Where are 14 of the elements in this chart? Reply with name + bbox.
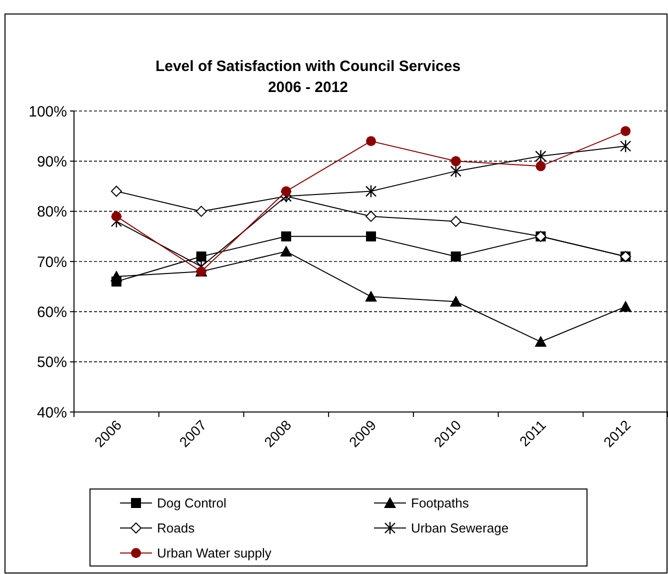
chart-title: Level of Satisfaction with Council Services (155, 58, 461, 75)
y-tick-label: 80% (36, 204, 67, 221)
legend-label: Footpaths (411, 496, 470, 511)
legend-label: Roads (157, 520, 196, 536)
legend-label: Urban Sewerage (411, 520, 509, 536)
y-tick-label: 40% (36, 404, 67, 422)
legend-label: Urban Water supply (157, 546, 272, 561)
chart-subtitle: 2006 - 2012 (268, 79, 348, 96)
y-tick-label: 50% (36, 354, 67, 372)
y-tick-label: 90% (36, 153, 67, 170)
y-tick-label: 70% (36, 254, 67, 271)
legend-label: Dog Control (157, 496, 226, 511)
y-tick-label: 100% (28, 103, 67, 120)
y-tick-label: 60% (36, 304, 67, 321)
